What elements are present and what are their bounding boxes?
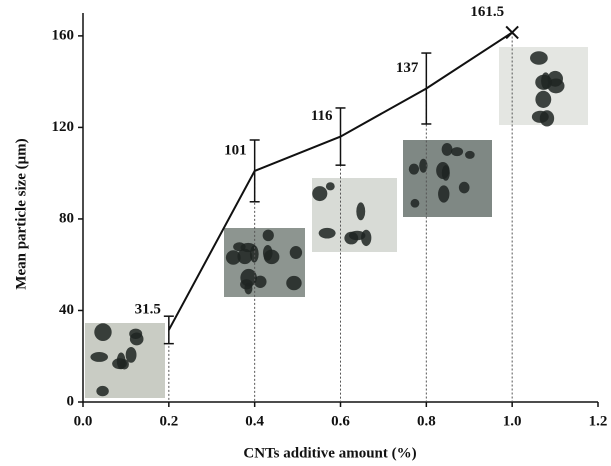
particle	[459, 182, 470, 194]
particle	[535, 75, 552, 90]
particle	[442, 143, 453, 156]
particle	[319, 228, 336, 239]
data-label: 31.5	[135, 301, 161, 317]
x-tick-label: 1.2	[589, 413, 608, 429]
particle	[96, 386, 108, 396]
particle	[264, 250, 280, 265]
particle	[237, 249, 252, 264]
error-bar	[164, 316, 174, 343]
particle	[286, 276, 301, 290]
particle	[244, 283, 252, 295]
y-axis-title: Mean particle size (μm)	[13, 138, 29, 289]
data-label: 116	[311, 108, 333, 124]
particle	[409, 164, 419, 175]
x-tick-label: 0.0	[74, 413, 93, 429]
error-bar	[421, 53, 431, 124]
error-bar	[250, 140, 260, 202]
y-tick-label: 160	[52, 27, 75, 43]
y-tick-label: 80	[59, 210, 74, 226]
particle	[411, 199, 420, 208]
error-bar	[336, 108, 346, 165]
x-axis-title: CNTs additive amount (%)	[243, 445, 416, 461]
particle	[530, 51, 548, 65]
particle	[349, 231, 365, 240]
x-tick-label: 0.2	[159, 413, 178, 429]
particle	[126, 347, 137, 363]
particle	[90, 352, 108, 362]
particle	[326, 182, 335, 190]
particle	[263, 230, 274, 242]
data-label: 101	[224, 142, 247, 158]
data-label: 161.5	[470, 4, 504, 20]
particle	[436, 162, 449, 179]
y-tick-label: 0	[67, 393, 75, 409]
particle	[312, 186, 327, 201]
particle	[438, 185, 449, 202]
particle	[535, 91, 551, 108]
particle	[130, 333, 144, 346]
particle	[356, 202, 365, 220]
y-tick-label: 40	[59, 302, 74, 318]
y-tick-label: 120	[52, 119, 75, 135]
chart: CNTs additive amount (%) Mean particle s…	[0, 0, 611, 466]
data-label: 137	[396, 60, 419, 76]
particle	[290, 246, 302, 259]
particle	[465, 151, 475, 159]
x-tick-label: 0.8	[417, 413, 436, 429]
x-tick-label: 0.6	[331, 413, 350, 429]
particle	[112, 358, 127, 369]
particle	[451, 147, 463, 156]
particle	[540, 110, 554, 126]
x-tick-label: 1.0	[503, 413, 522, 429]
particle	[94, 323, 111, 341]
x-tick-label: 0.4	[245, 413, 264, 429]
